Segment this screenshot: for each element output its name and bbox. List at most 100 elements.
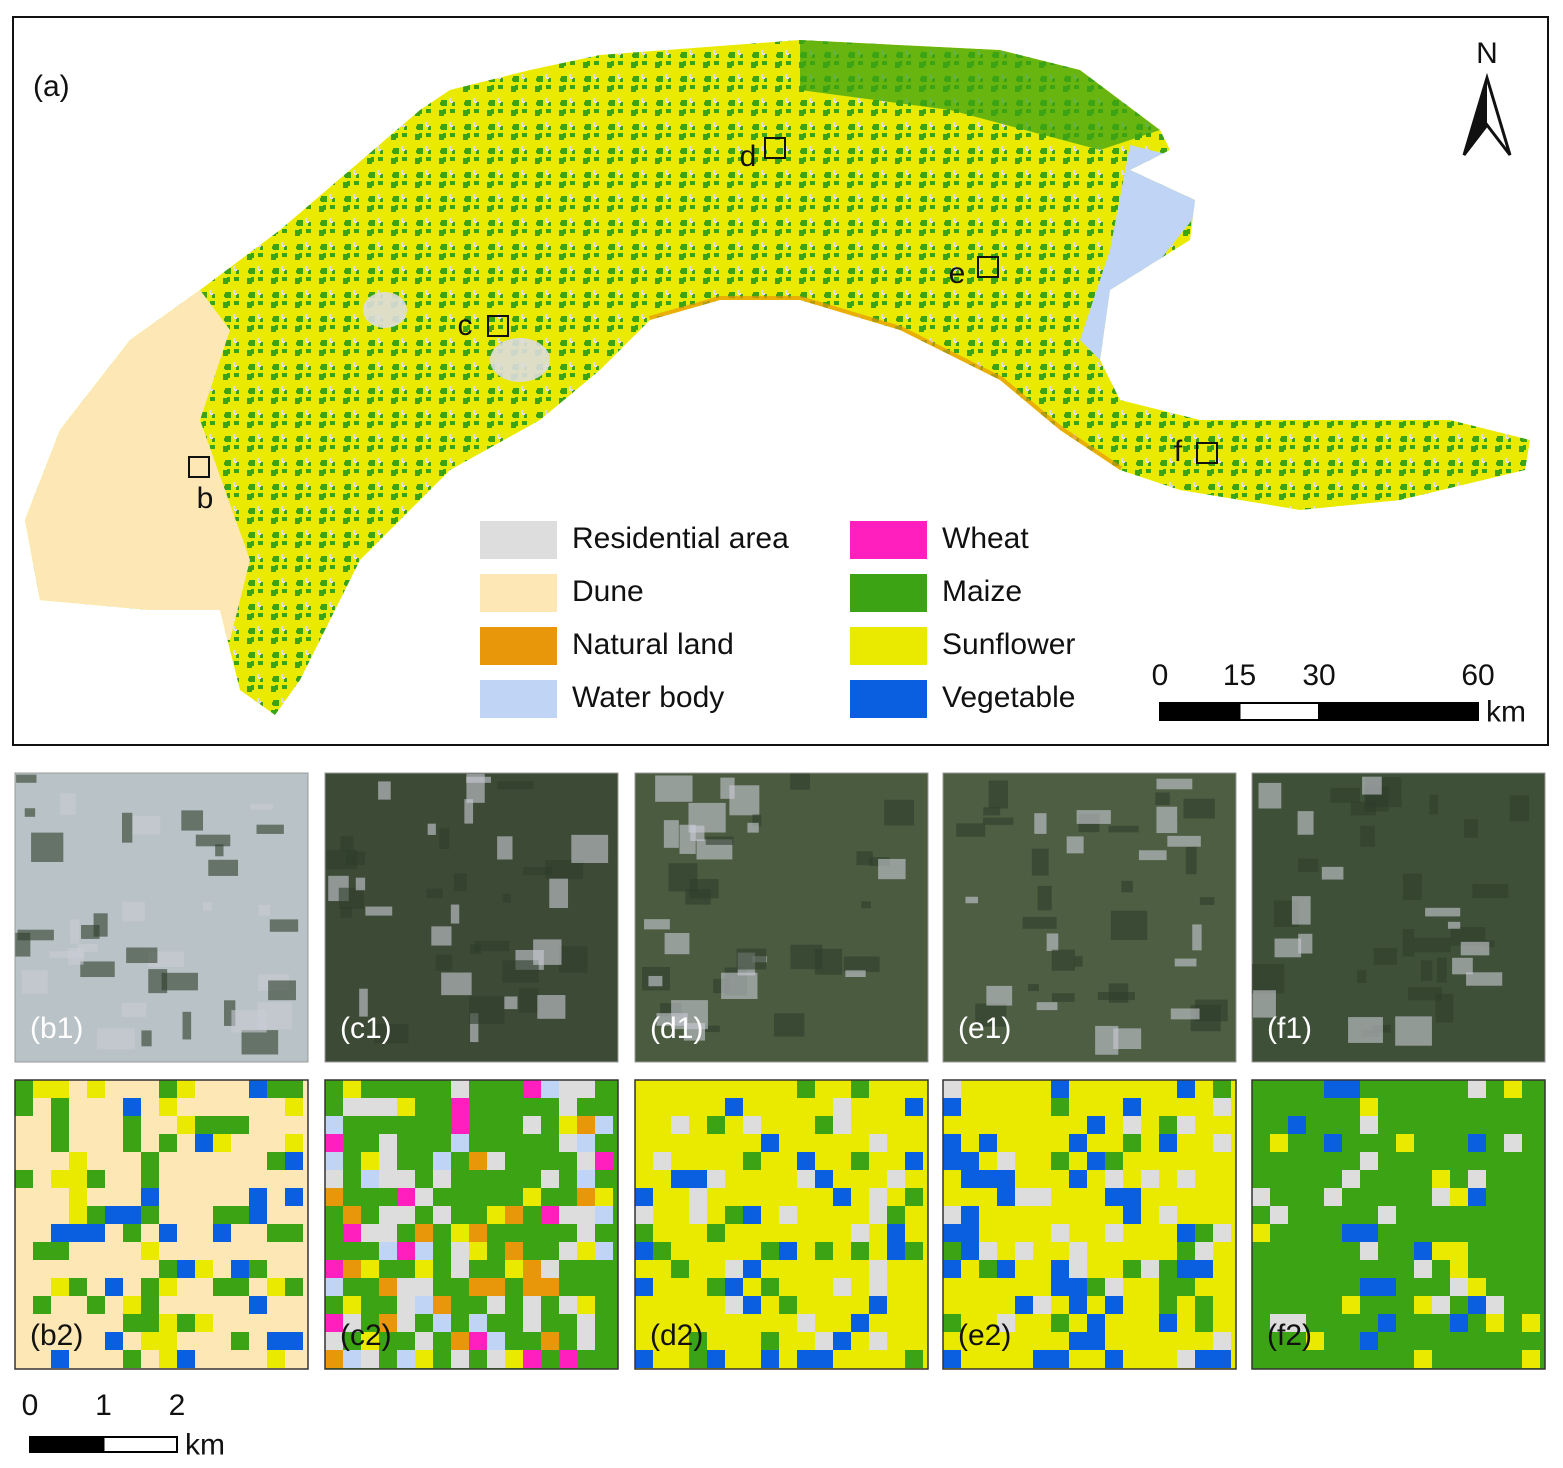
land-cover-cell: [69, 1278, 87, 1296]
scale-label: 60: [1461, 659, 1494, 692]
land-cover-cell: [1159, 1350, 1177, 1368]
field: [469, 995, 505, 1024]
land-cover-cell: [159, 1098, 177, 1116]
land-cover-cell: [1051, 1080, 1069, 1098]
land-cover-cell: [1450, 1134, 1468, 1152]
field: [1199, 897, 1215, 905]
land-cover-cell: [707, 1116, 725, 1134]
land-cover-cell: [415, 1170, 433, 1188]
land-cover-cell: [1450, 1116, 1468, 1134]
land-cover-cell: [141, 1278, 159, 1296]
land-cover-cell: [743, 1206, 761, 1224]
land-cover-cell: [1159, 1134, 1177, 1152]
land-cover-cell: [1069, 1242, 1087, 1260]
land-cover-cell: [979, 1242, 997, 1260]
land-cover-cell: [1015, 1098, 1033, 1116]
land-cover-cell: [1432, 1242, 1450, 1260]
land-cover-cell: [1504, 1188, 1522, 1206]
land-cover-cell: [887, 1116, 905, 1134]
land-cover-cell: [797, 1188, 815, 1206]
scale-unit: km: [1486, 695, 1526, 728]
land-cover-cell: [33, 1242, 51, 1260]
field: [1452, 957, 1473, 975]
land-cover-cell: [1288, 1314, 1306, 1332]
land-cover-cell: [635, 1224, 653, 1242]
land-cover-cell: [1486, 1152, 1504, 1170]
field: [69, 919, 80, 944]
land-cover-cell: [397, 1206, 415, 1224]
land-cover-cell: [943, 1152, 961, 1170]
land-cover-cell: [361, 1278, 379, 1296]
land-cover-cell: [869, 1224, 887, 1242]
field: [1360, 825, 1376, 847]
land-cover-cell: [1252, 1188, 1270, 1206]
land-cover-cell: [1123, 1134, 1141, 1152]
land-cover-cell: [1360, 1080, 1378, 1098]
legend-swatch: [480, 680, 557, 718]
land-cover-cell: [1051, 1170, 1069, 1188]
land-cover-cell: [1087, 1152, 1105, 1170]
land-cover-cell: [595, 1224, 613, 1242]
land-cover-cell: [1522, 1350, 1540, 1368]
satellite-panel: (c1): [324, 772, 619, 1063]
land-cover-cell: [1378, 1278, 1396, 1296]
land-cover-cell: [487, 1350, 505, 1368]
land-cover-cell: [397, 1242, 415, 1260]
land-cover-cell: [1105, 1206, 1123, 1224]
land-cover-cell: [487, 1206, 505, 1224]
land-cover-cell: [943, 1098, 961, 1116]
legend-label: Dune: [572, 575, 644, 608]
land-cover-cell: [559, 1134, 577, 1152]
land-cover-cell: [541, 1080, 559, 1098]
land-cover-cell: [379, 1350, 397, 1368]
panel-label: (f1): [1267, 1012, 1312, 1045]
land-cover-cell: [761, 1314, 779, 1332]
north-arrow-fill: [1464, 78, 1487, 155]
land-cover-cell: [1069, 1332, 1087, 1350]
land-cover-cell: [689, 1170, 707, 1188]
land-cover-cell: [1486, 1314, 1504, 1332]
field: [1402, 929, 1415, 957]
land-cover-cell: [177, 1314, 195, 1332]
land-cover-cell: [51, 1224, 69, 1242]
land-cover-cell: [1324, 1134, 1342, 1152]
land-cover-cell: [379, 1170, 397, 1188]
land-cover-cell: [361, 1170, 379, 1188]
land-cover-cell: [285, 1260, 303, 1278]
land-cover-cell: [69, 1206, 87, 1224]
field: [202, 902, 212, 911]
land-cover-cell: [1033, 1080, 1051, 1098]
land-cover-cell: [1141, 1206, 1159, 1224]
land-cover-cell: [541, 1188, 559, 1206]
field: [1022, 916, 1057, 929]
field: [1074, 956, 1083, 967]
land-cover-cell: [469, 1224, 487, 1242]
land-cover-cell: [379, 1134, 397, 1152]
land-cover-cell: [195, 1224, 213, 1242]
land-cover-cell: [961, 1170, 979, 1188]
land-cover-cell: [397, 1152, 415, 1170]
land-cover-cell: [725, 1332, 743, 1350]
field: [16, 774, 37, 783]
land-cover-cell: [1468, 1080, 1486, 1098]
land-cover-cell: [51, 1116, 69, 1134]
field: [752, 814, 762, 827]
land-cover-cell: [415, 1134, 433, 1152]
land-cover-cell: [707, 1350, 725, 1368]
land-cover-cell: [635, 1206, 653, 1224]
land-cover-cell: [671, 1332, 689, 1350]
land-cover-cell: [1123, 1188, 1141, 1206]
land-cover-cell: [1105, 1296, 1123, 1314]
land-cover-cell: [1105, 1152, 1123, 1170]
land-cover-cell: [1069, 1170, 1087, 1188]
field: [269, 919, 299, 932]
land-cover-cell: [343, 1350, 361, 1368]
land-cover-cell: [1123, 1116, 1141, 1134]
land-cover-cell: [725, 1260, 743, 1278]
classified-panel: (e2): [942, 1079, 1237, 1370]
field: [1108, 825, 1139, 833]
land-cover-cell: [887, 1206, 905, 1224]
land-cover-cell: [979, 1134, 997, 1152]
land-cover-cell: [1141, 1170, 1159, 1188]
field: [1046, 933, 1059, 951]
